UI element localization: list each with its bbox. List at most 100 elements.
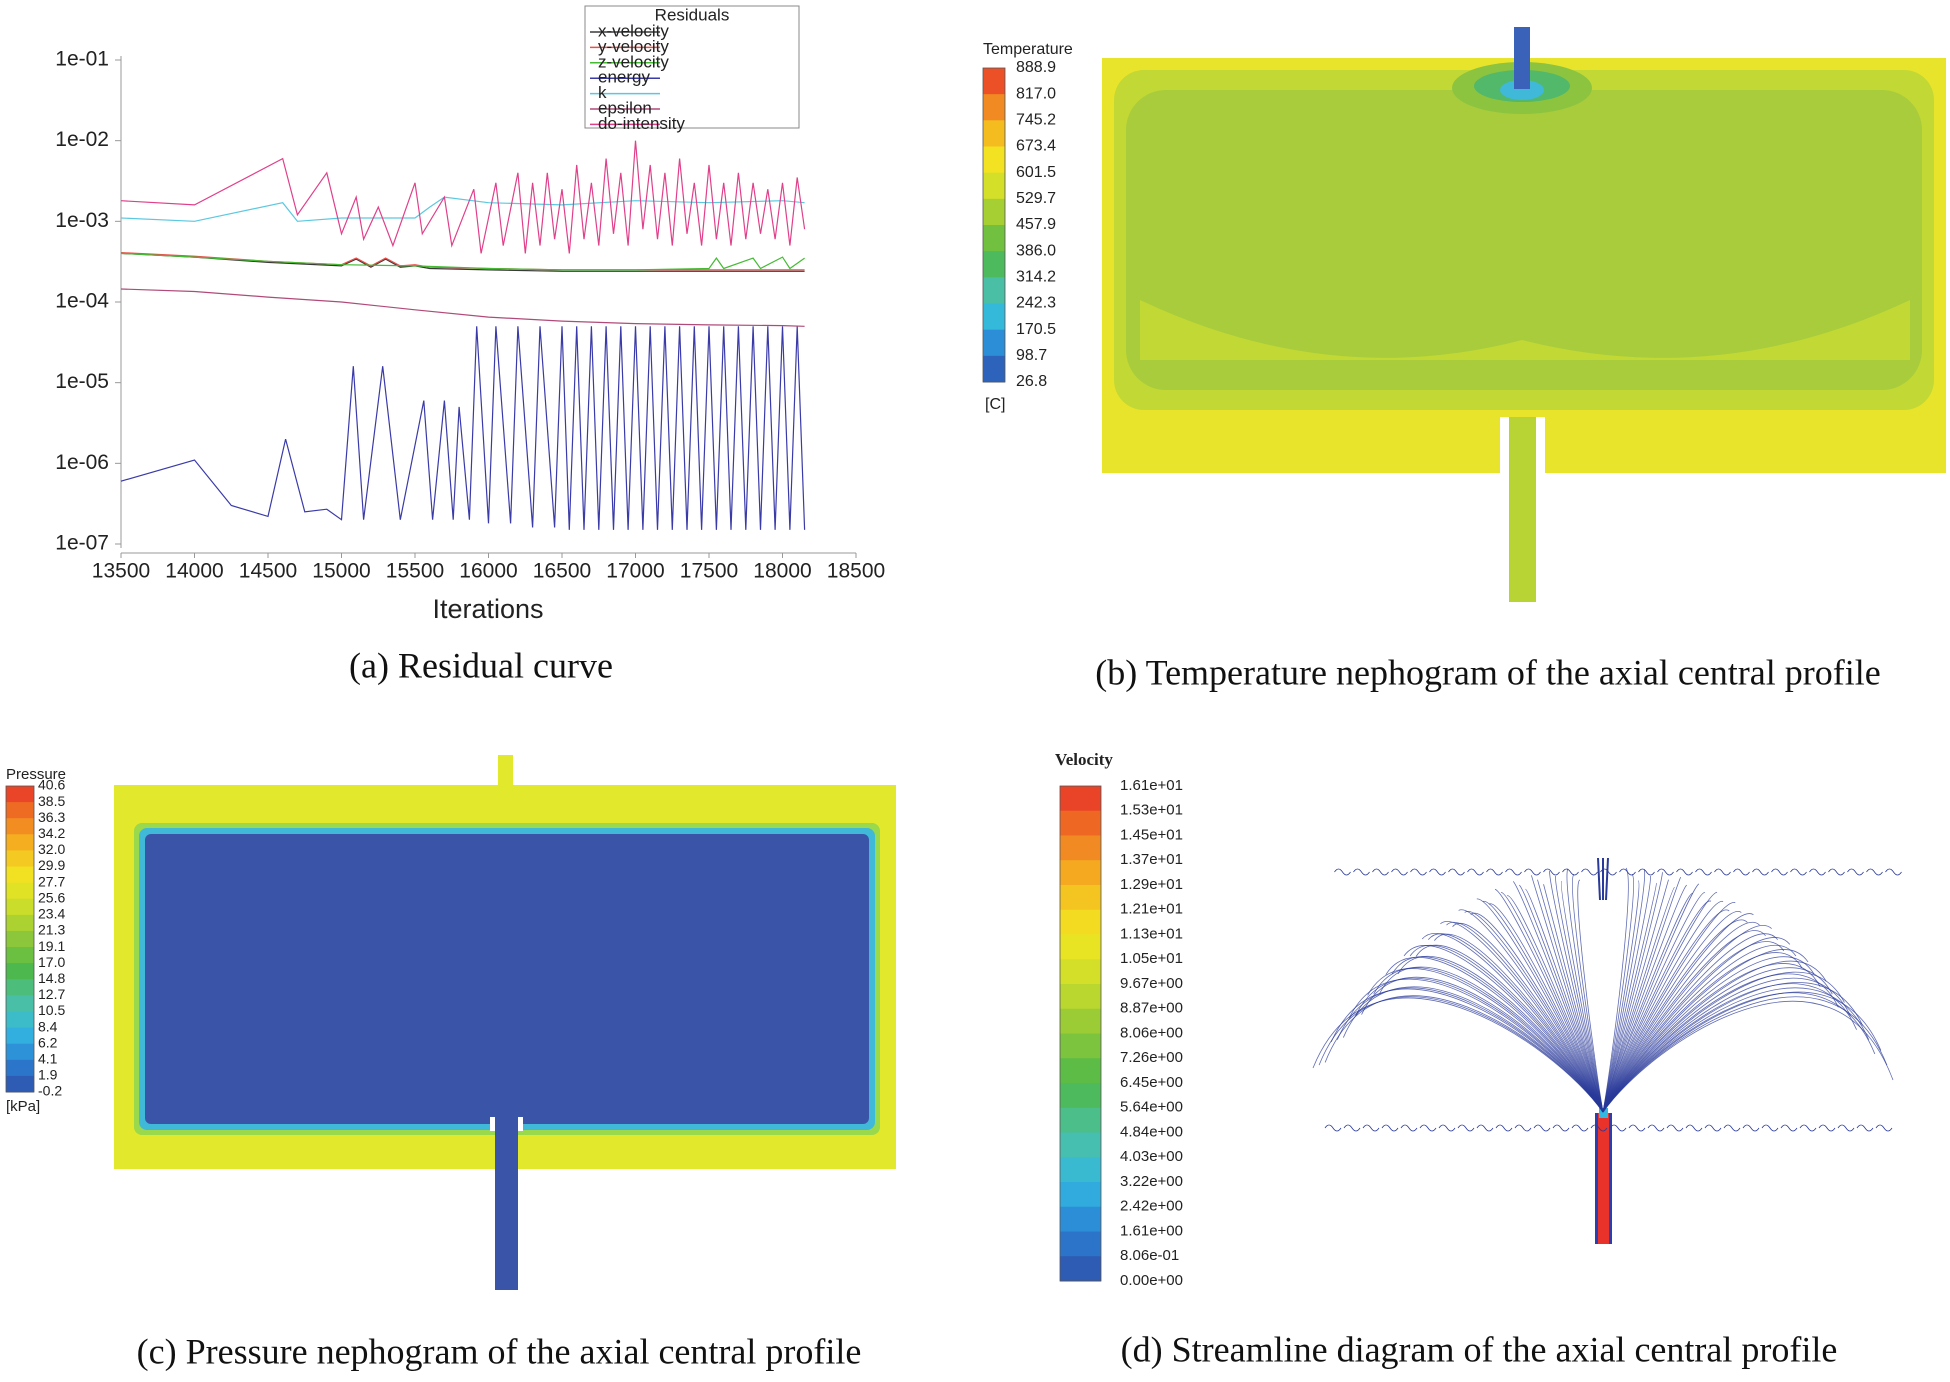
eddy bbox=[1353, 868, 1370, 876]
colorbar-label: 25.6 bbox=[38, 889, 65, 905]
eddy bbox=[1410, 868, 1427, 876]
streamline bbox=[1470, 912, 1604, 1113]
colorbar-label: 1.37e+01 bbox=[1120, 851, 1183, 868]
colorbar-label: 21.3 bbox=[38, 922, 65, 938]
eddy bbox=[1362, 1124, 1380, 1132]
colorbar-label: 29.9 bbox=[38, 857, 65, 873]
colorbar-band bbox=[1060, 885, 1101, 911]
streamline bbox=[1476, 898, 1604, 1113]
eddy bbox=[1799, 1124, 1817, 1132]
colorbar-label: 32.0 bbox=[38, 841, 65, 857]
streamline bbox=[1602, 872, 1663, 1113]
eddy bbox=[1647, 1124, 1665, 1132]
y-tick-label: 1e-02 bbox=[55, 128, 109, 151]
streamline bbox=[1512, 881, 1604, 1113]
colorbar-band bbox=[6, 1075, 34, 1093]
streamline bbox=[1602, 983, 1857, 1113]
colorbar-band bbox=[983, 94, 1005, 121]
eddy bbox=[1495, 1124, 1513, 1132]
colorbar-label: 4.84e+00 bbox=[1120, 1123, 1183, 1140]
eddy bbox=[1514, 1124, 1532, 1132]
colorbar-label: 40.6 bbox=[38, 777, 65, 793]
colorbar-band bbox=[983, 146, 1005, 174]
colorbar-label: 27.7 bbox=[38, 873, 65, 889]
eddy bbox=[1666, 1124, 1684, 1132]
eddy bbox=[1723, 1124, 1741, 1132]
y-tick-label: 1e-07 bbox=[55, 532, 109, 555]
x-tick-label: 16500 bbox=[533, 560, 591, 583]
colorbar-label: 38.5 bbox=[38, 793, 65, 809]
pressure-field bbox=[114, 755, 896, 1290]
colorbar-label: 98.7 bbox=[1016, 347, 1047, 364]
colorbar-title: Pressure bbox=[6, 766, 66, 783]
temperature-field bbox=[1102, 27, 1946, 602]
y-tick-label: 1e-03 bbox=[55, 209, 109, 232]
colorbar-label: 36.3 bbox=[38, 809, 65, 825]
colorbar-label: 1.05e+01 bbox=[1120, 950, 1183, 967]
x-tick-label: 14500 bbox=[239, 560, 297, 583]
colorbar-band bbox=[6, 834, 34, 851]
eddy bbox=[1581, 868, 1598, 876]
colorbar-label: 34.2 bbox=[38, 825, 65, 841]
colorbar-band bbox=[983, 68, 1005, 95]
eddy bbox=[1847, 868, 1864, 876]
colorbar-band bbox=[1060, 934, 1101, 960]
legend-label: x-velocity bbox=[598, 21, 669, 40]
colorbar-band bbox=[983, 172, 1005, 200]
series-line bbox=[120, 140, 806, 254]
colorbar-band bbox=[6, 914, 34, 932]
colorbar-band bbox=[6, 898, 34, 916]
colorbar-label: 17.0 bbox=[38, 954, 65, 970]
eddy bbox=[1476, 1124, 1494, 1132]
series-line bbox=[120, 252, 805, 271]
eddy bbox=[1429, 868, 1446, 876]
x-tick-label: 18500 bbox=[827, 560, 885, 583]
eddy bbox=[1486, 868, 1503, 876]
streamline bbox=[1458, 909, 1604, 1113]
eddy bbox=[1562, 868, 1579, 876]
eddy bbox=[1742, 1124, 1760, 1132]
colorbar-band bbox=[983, 329, 1005, 357]
streamline bbox=[1373, 967, 1604, 1113]
colorbar-band bbox=[1060, 1182, 1101, 1208]
eddy bbox=[1438, 1124, 1456, 1132]
colorbar-band bbox=[1060, 786, 1101, 812]
colorbar-label: 4.03e+00 bbox=[1120, 1148, 1183, 1165]
streamline-field bbox=[1312, 857, 1902, 1244]
colorbar-label: 673.4 bbox=[1016, 138, 1056, 155]
eddy bbox=[1524, 868, 1541, 876]
colorbar-label: 601.5 bbox=[1016, 164, 1056, 181]
streamline bbox=[1367, 968, 1604, 1113]
eddy bbox=[1638, 868, 1655, 876]
streamline bbox=[1549, 871, 1604, 1113]
x-tick-label: 16000 bbox=[459, 560, 517, 583]
colorbar-label: 14.8 bbox=[38, 970, 65, 986]
colorbar-band bbox=[6, 850, 34, 868]
colorbar-band bbox=[1060, 1157, 1101, 1183]
streamline bbox=[1488, 903, 1604, 1113]
caption: (c) Pressure nephogram of the axial cent… bbox=[137, 1331, 862, 1371]
colorbar-band bbox=[1060, 1206, 1101, 1232]
colorbar-label: 1.29e+01 bbox=[1120, 876, 1183, 893]
x-tick-label: 15000 bbox=[312, 560, 370, 583]
colorbar-band bbox=[6, 930, 34, 948]
colorbar-band bbox=[1060, 1058, 1101, 1084]
colorbar-frame bbox=[1059, 785, 1102, 1282]
colorbar-label: 12.7 bbox=[38, 986, 65, 1002]
eddy bbox=[1695, 868, 1712, 876]
eddy bbox=[1334, 868, 1351, 876]
streamline bbox=[1452, 923, 1604, 1113]
eddy bbox=[1714, 868, 1731, 876]
streamline bbox=[1336, 987, 1604, 1113]
colorbar-band bbox=[1060, 1132, 1101, 1158]
eddy bbox=[1590, 1124, 1608, 1132]
colorbar-label: 6.2 bbox=[38, 1034, 58, 1050]
colorbar-band bbox=[6, 947, 34, 964]
colorbar-label: 1.45e+01 bbox=[1120, 826, 1183, 843]
colorbar-band bbox=[1060, 1033, 1101, 1059]
streamline bbox=[1602, 869, 1646, 1113]
colorbar-band bbox=[1060, 1107, 1101, 1133]
eddy bbox=[1885, 868, 1902, 876]
colorbar-label: 529.7 bbox=[1016, 190, 1056, 207]
caption: (b) Temperature nephogram of the axial c… bbox=[1095, 652, 1880, 692]
